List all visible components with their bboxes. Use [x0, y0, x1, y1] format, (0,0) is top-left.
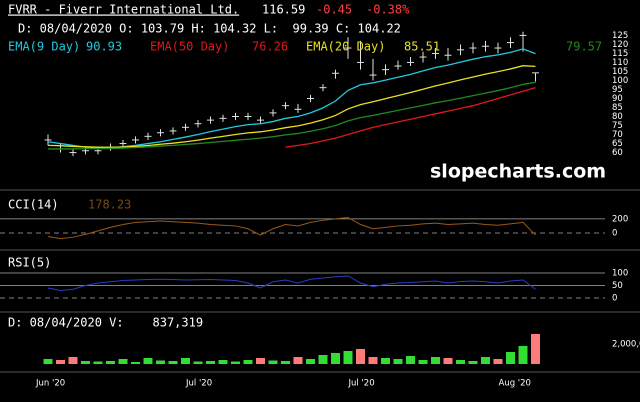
bar — [231, 361, 240, 364]
y-tick-label: 0 — [612, 228, 617, 238]
bar — [343, 351, 353, 364]
bar — [93, 361, 103, 364]
bar — [143, 358, 153, 364]
bar — [56, 360, 65, 364]
bar — [81, 361, 90, 364]
bar — [443, 358, 453, 364]
bar — [518, 346, 528, 364]
bar — [106, 361, 115, 364]
bar — [118, 359, 128, 364]
bar — [256, 358, 265, 364]
bar — [68, 357, 78, 364]
line — [285, 87, 536, 148]
panel-title: CCI(14) — [8, 198, 59, 212]
bar — [418, 360, 428, 364]
line — [47, 275, 536, 292]
y-tick-label: 70 — [612, 130, 623, 140]
y-tick-label: 115 — [612, 49, 628, 59]
y-tick-label: 100 — [612, 269, 628, 279]
chart-title: FVRR - Fiverr International Ltd. — [8, 3, 239, 17]
y-tick-label: 80 — [612, 112, 623, 122]
y-tick-label: 125 — [612, 31, 628, 41]
y-tick-label: 2,000,000 — [612, 340, 640, 350]
change: -0.45 — [316, 3, 352, 17]
bar — [406, 356, 415, 364]
y-tick-label: 50 — [612, 281, 623, 291]
bar — [181, 358, 190, 364]
y-tick-label: 100 — [612, 76, 628, 86]
bar — [431, 357, 440, 364]
bar — [393, 359, 403, 364]
change-pct: -0.38% — [366, 3, 410, 17]
bar — [293, 357, 303, 364]
x-tick-label: Aug '20 — [499, 379, 531, 389]
bar — [456, 360, 465, 364]
legend-value: 76.26 — [252, 40, 288, 54]
bar — [156, 360, 165, 364]
bar — [493, 359, 503, 364]
watermark: slopecharts.com — [430, 161, 606, 183]
x-tick-label: Jul '20 — [348, 379, 375, 389]
bar — [331, 353, 340, 364]
legend-value: 178.23 — [88, 198, 131, 212]
y-tick-label: 95 — [612, 85, 623, 95]
bar — [193, 361, 203, 364]
x-tick-label: Jun '20 — [35, 379, 65, 389]
bar — [531, 334, 540, 364]
bar — [506, 352, 515, 364]
legend-label: EMA(20 Day) — [306, 40, 385, 54]
line — [47, 65, 536, 148]
bar — [356, 349, 365, 364]
bar — [218, 360, 228, 364]
bar — [131, 362, 140, 364]
panel-title: RSI(5) — [8, 256, 51, 270]
panel-title: D: 08/04/2020 V: 837,319 — [8, 316, 203, 330]
legend-value: 79.57 — [566, 40, 602, 54]
bar — [281, 361, 290, 364]
y-tick-label: 85 — [612, 103, 623, 113]
x-tick-label: Jul '20 — [185, 379, 212, 389]
bar — [206, 361, 215, 364]
bar — [268, 360, 278, 364]
y-tick-label: 0 — [612, 294, 617, 304]
legend-label: EMA(50 Day) — [150, 40, 229, 54]
y-tick-label: 105 — [612, 67, 628, 77]
legend-label: EMA(9 Day) — [8, 40, 80, 54]
ohlc-text: D: 08/04/2020 O: 103.79 H: 104.32 L: 99.… — [18, 22, 401, 36]
last-price: 116.59 — [262, 3, 305, 17]
y-tick-label: 110 — [612, 58, 628, 68]
line — [47, 216, 536, 240]
bar — [468, 361, 478, 364]
y-tick-label: 120 — [612, 40, 628, 50]
legend-value: 90.93 — [86, 40, 122, 54]
legend-value: 85.51 — [404, 40, 440, 54]
y-tick-label: 60 — [612, 148, 623, 158]
bar — [306, 359, 315, 364]
y-tick-label: 75 — [612, 121, 623, 131]
line — [48, 81, 536, 150]
bar — [243, 360, 253, 364]
bar — [368, 357, 378, 364]
y-tick-label: 200 — [612, 214, 628, 224]
y-tick-label: 90 — [612, 94, 623, 104]
bar — [481, 357, 490, 364]
bar — [381, 358, 390, 364]
bar — [168, 361, 178, 364]
bar — [318, 355, 328, 364]
y-tick-label: 65 — [612, 139, 623, 149]
bar — [43, 359, 53, 364]
